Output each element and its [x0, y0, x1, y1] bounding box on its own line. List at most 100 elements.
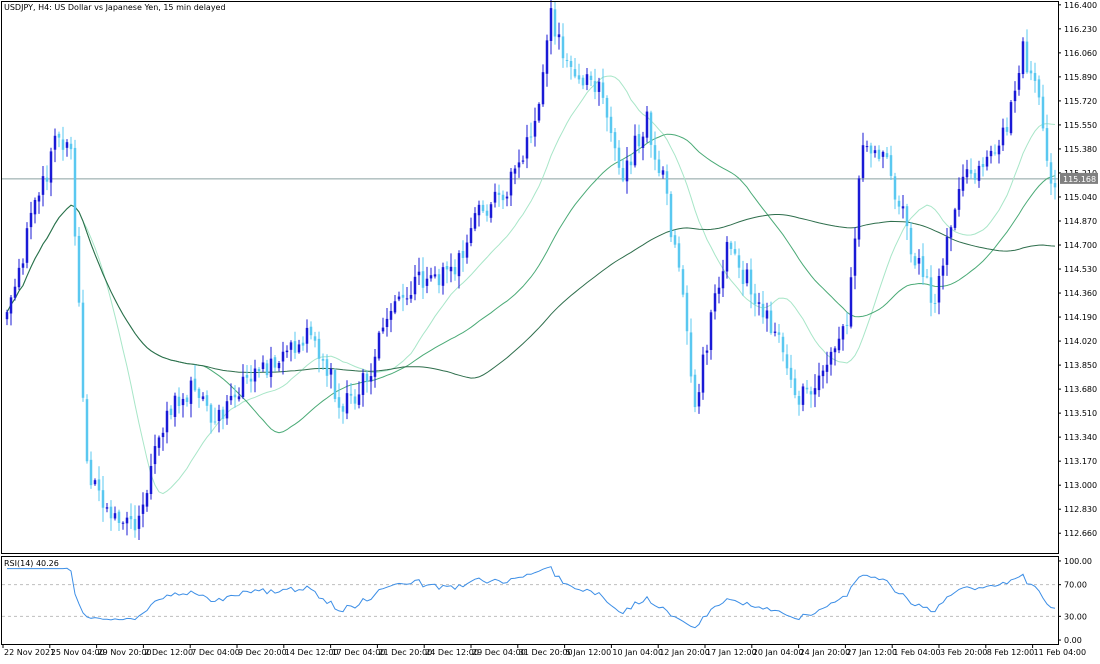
candle: [189, 376, 193, 418]
candle-body: [157, 437, 161, 448]
candle: [121, 521, 125, 530]
candle: [213, 407, 217, 425]
candle-body: [117, 511, 121, 523]
candle: [513, 165, 517, 185]
candle-body: [901, 206, 905, 209]
candle-body: [257, 369, 261, 372]
candle: [825, 351, 829, 384]
candle-body: [57, 133, 61, 138]
candle-body: [729, 242, 733, 249]
rsi-level-lines: [2, 584, 1058, 617]
candle: [461, 240, 465, 272]
candle: [605, 95, 609, 132]
candle-body: [853, 238, 857, 276]
candle: [841, 323, 845, 351]
candle-body: [973, 173, 977, 180]
candle: [369, 363, 373, 395]
candle-body: [689, 332, 693, 377]
candle: [237, 387, 241, 402]
candle-body: [725, 241, 729, 272]
candle: [41, 165, 45, 207]
price-tick-label: 114.870: [1064, 217, 1097, 226]
price-tick-label: 113.170: [1064, 457, 1097, 466]
candle: [757, 292, 761, 316]
candle-body: [49, 151, 53, 183]
candle-body: [269, 358, 273, 378]
candle-body: [617, 147, 621, 168]
candle-body: [761, 303, 765, 318]
candle: [245, 365, 249, 384]
candle: [221, 406, 225, 430]
candle: [621, 159, 625, 183]
candle-body: [29, 212, 33, 228]
candle-body: [993, 152, 997, 154]
candle-body: [929, 277, 933, 303]
candle-body: [989, 150, 993, 157]
candle: [201, 392, 205, 402]
candle: [657, 150, 661, 177]
rsi-tick-label: 70.00: [1064, 581, 1087, 590]
candle-body: [201, 396, 205, 400]
candle-body: [281, 351, 285, 362]
candle: [893, 172, 897, 210]
candle-body: [213, 421, 217, 423]
candle: [761, 290, 765, 324]
time-tick-label: 25 Nov 04:00: [51, 648, 105, 657]
time-tick-label: 3 Feb 20:00: [940, 648, 987, 657]
candle-body: [861, 145, 865, 178]
candle: [533, 107, 537, 147]
candle: [929, 265, 933, 317]
candle-body: [477, 204, 481, 216]
price-tick-label: 112.660: [1064, 529, 1097, 538]
candle-body: [389, 311, 393, 320]
candle-body: [621, 167, 625, 181]
candle: [869, 142, 873, 168]
candle-body: [745, 269, 749, 284]
candle-body: [937, 275, 941, 303]
candle: [589, 71, 593, 87]
candle: [789, 354, 793, 389]
candle-body: [217, 409, 221, 421]
candle-body: [821, 370, 825, 377]
price-tick-label: 116.230: [1064, 25, 1097, 34]
candle: [561, 23, 565, 68]
candle: [973, 169, 977, 184]
candle-body: [193, 378, 197, 391]
candle-body: [577, 75, 581, 80]
candle-body: [805, 387, 809, 390]
candle: [405, 286, 409, 306]
candle-body: [489, 204, 493, 218]
candle: [585, 68, 589, 91]
candle: [509, 167, 513, 207]
candle-body: [653, 145, 657, 160]
candle: [701, 346, 705, 400]
candle-body: [513, 168, 517, 174]
candle-body: [289, 342, 293, 350]
candle-body: [73, 147, 77, 237]
candle-body: [797, 396, 801, 405]
candle: [49, 147, 53, 197]
candle: [193, 364, 197, 392]
candle-body: [741, 269, 745, 285]
time-tick-label: 31 Dec 20:00: [519, 648, 573, 657]
candle: [541, 64, 545, 107]
candle: [901, 195, 905, 219]
candle-body: [249, 378, 253, 382]
candle-body: [1017, 73, 1021, 90]
candle: [661, 166, 665, 179]
candle: [821, 365, 825, 389]
candle: [765, 302, 769, 332]
candle-body: [505, 196, 509, 199]
candle-body: [609, 116, 613, 134]
price-tick-label: 116.060: [1064, 49, 1097, 58]
candle: [477, 200, 481, 227]
candle-body: [1053, 183, 1057, 188]
candle: [641, 131, 645, 161]
rsi-tick-label: 30.00: [1064, 612, 1087, 621]
candle: [845, 312, 849, 335]
candle: [609, 106, 613, 142]
time-tick-label: 29 Nov 20:00: [98, 648, 152, 657]
candle-body: [433, 274, 437, 277]
